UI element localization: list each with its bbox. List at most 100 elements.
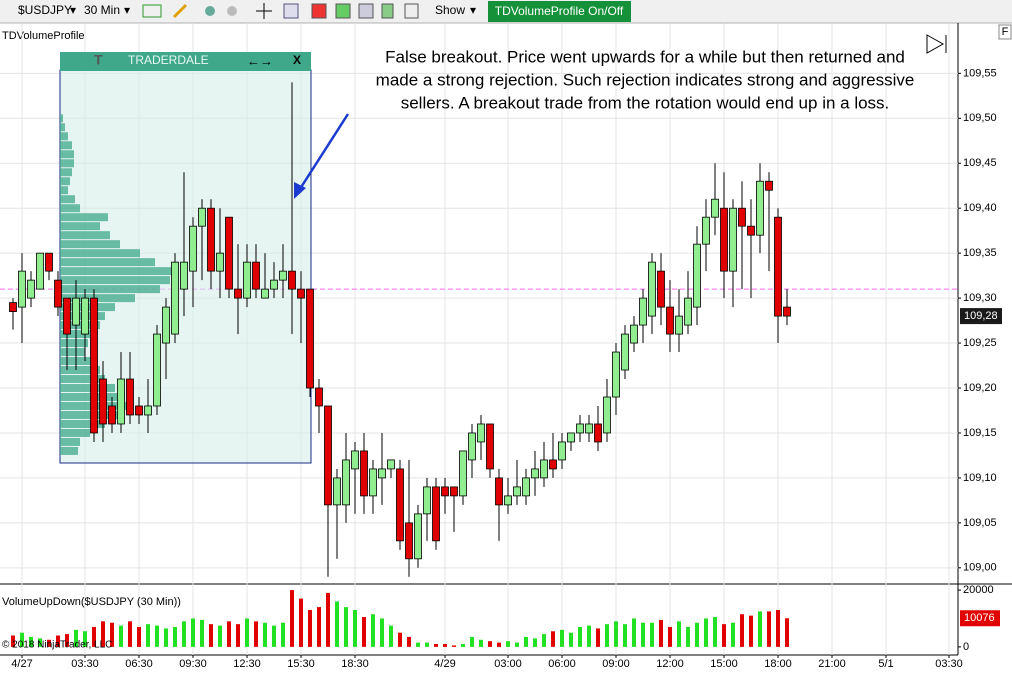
- profile-bar: [60, 213, 108, 222]
- candle-body: [351, 450, 359, 470]
- profile-bar: [60, 267, 175, 276]
- volume-bar: [37, 638, 42, 647]
- candle-body: [603, 396, 611, 434]
- candle-body: [36, 252, 44, 290]
- icon[interactable]: [311, 3, 327, 19]
- volume-bar: [622, 624, 627, 647]
- move-handle[interactable]: ←→: [247, 53, 273, 68]
- candle-body: [396, 468, 404, 542]
- x-tick-label: 12:30: [233, 658, 261, 670]
- profile-bar: [60, 123, 65, 132]
- icon[interactable]: [205, 6, 215, 16]
- x-tick-label: 18:30: [341, 658, 369, 670]
- profile-bar: [60, 177, 70, 186]
- volume-bar: [649, 622, 654, 647]
- icon[interactable]: [142, 4, 162, 18]
- volume-bar: [604, 624, 609, 647]
- instrument-selector[interactable]: $USDJPY: [18, 3, 72, 17]
- candle-body: [252, 261, 260, 290]
- volume-bar: [208, 624, 213, 647]
- corner-label[interactable]: F: [1002, 26, 1009, 38]
- candle-body: [639, 297, 647, 326]
- y-tick-label: 109,25: [963, 337, 997, 349]
- annotation-line: made a strong rejection. Such rejection …: [376, 70, 915, 89]
- corner-box[interactable]: [998, 24, 1012, 40]
- candle-body: [198, 207, 206, 227]
- scroll-end-icon[interactable]: [926, 34, 947, 54]
- candle-body: [558, 441, 566, 461]
- profile-bar: [60, 348, 85, 357]
- volume-bar: [10, 635, 15, 647]
- volume-bar: [307, 609, 312, 647]
- volume-bar: [127, 621, 132, 647]
- icon[interactable]: [381, 3, 394, 19]
- profile-bar: [60, 114, 63, 123]
- profile-toggle-button[interactable]: [488, 1, 631, 22]
- candle-body: [765, 180, 773, 191]
- volume-bar: [100, 621, 105, 647]
- interval-selector[interactable]: 30 Min: [84, 3, 120, 17]
- profile-bar: [60, 240, 120, 249]
- toolbar-icons[interactable]: [142, 3, 419, 19]
- candle-body: [468, 432, 476, 461]
- icon[interactable]: [227, 6, 237, 16]
- icon[interactable]: [256, 3, 272, 19]
- dropdown-arrow: ▾: [470, 3, 476, 17]
- candle-body: [414, 513, 422, 560]
- icon[interactable]: [283, 3, 299, 19]
- volume-bar: [505, 641, 510, 647]
- profile-bar: [60, 366, 100, 375]
- candle-body: [333, 477, 341, 506]
- candle-body: [297, 288, 305, 299]
- last-volume-box: [960, 610, 1000, 627]
- profile-bar: [60, 141, 72, 150]
- profile-bar: [60, 375, 105, 384]
- volume-bar: [352, 609, 357, 647]
- candle-body: [108, 405, 116, 425]
- x-tick-label: 03:30: [935, 658, 963, 670]
- candle-body: [243, 261, 251, 299]
- volume-bar: [514, 642, 519, 647]
- volume-bar: [613, 621, 618, 647]
- profile-bar: [60, 428, 90, 437]
- icon[interactable]: [172, 3, 188, 19]
- icon[interactable]: [358, 3, 374, 19]
- volume-bar: [469, 636, 474, 647]
- profile-bar: [60, 258, 155, 267]
- candle-body: [585, 423, 593, 434]
- volume-bar: [217, 625, 222, 647]
- x-tick-label: 03:00: [494, 658, 522, 670]
- volume-bar: [28, 636, 33, 647]
- candle-body: [135, 405, 143, 416]
- volume-bar: [415, 642, 420, 647]
- profile-bar: [60, 168, 72, 177]
- show-menu[interactable]: Show: [435, 3, 465, 17]
- volume-bar: [199, 619, 204, 647]
- close-button[interactable]: X: [293, 53, 301, 67]
- volume-bar: [64, 634, 69, 647]
- icon[interactable]: [404, 3, 419, 19]
- volume-bar: [730, 622, 735, 647]
- candle-body: [18, 270, 26, 308]
- volume-bar: [298, 598, 303, 647]
- candle-body: [495, 477, 503, 506]
- candle-body: [207, 207, 215, 272]
- brand-name: TRADERDALE: [128, 53, 209, 67]
- profile-bar: [60, 222, 100, 231]
- profile-bar: [60, 159, 74, 168]
- volume-bar: [460, 644, 465, 647]
- candle-body: [126, 378, 134, 416]
- profile-bar: [60, 321, 100, 330]
- x-tick-label: 5/1: [878, 658, 893, 670]
- profile-header[interactable]: [60, 52, 311, 71]
- volume-bar: [640, 622, 645, 647]
- candle-body: [648, 261, 656, 317]
- volume-y-tick-label: 20000: [963, 584, 994, 596]
- candle-body: [387, 459, 395, 470]
- volume-bar: [172, 627, 177, 647]
- candle-body: [720, 207, 728, 272]
- candle-body: [513, 486, 521, 497]
- icon[interactable]: [335, 3, 351, 19]
- profile-toggle-label[interactable]: TDVolumeProfile On/Off: [495, 4, 624, 18]
- x-tick-label: 09:00: [602, 658, 630, 670]
